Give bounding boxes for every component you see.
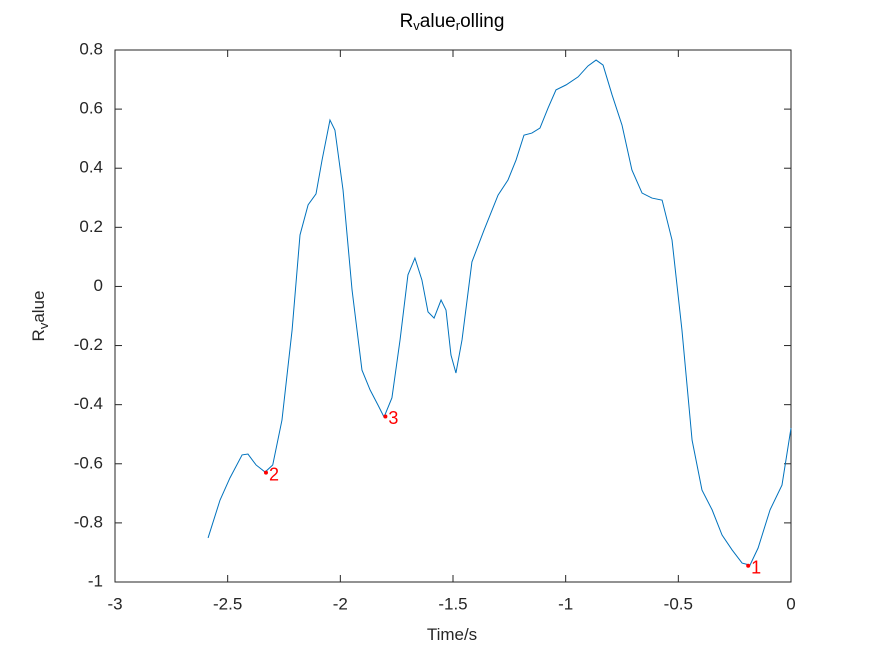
text-part: r: [456, 18, 461, 33]
y-tick-label: 0: [94, 276, 103, 295]
y-tick-label: -0.8: [74, 512, 103, 531]
annotation-label: 2: [269, 464, 279, 484]
x-tick-label: -3: [107, 594, 122, 613]
x-tick-label: -1.5: [438, 594, 467, 613]
annotation-point: [263, 470, 268, 475]
annotation-label: 1: [751, 557, 761, 577]
x-tick-label: -0.5: [664, 594, 693, 613]
data-line: [207, 59, 792, 566]
text-part: alue: [420, 11, 456, 32]
y-tick-label: 0.6: [79, 99, 103, 118]
text-part: v: [413, 18, 420, 33]
y-tick-label: -0.6: [74, 453, 103, 472]
annotation-point: [746, 563, 751, 568]
x-tick-label: -1: [558, 594, 573, 613]
text-part: R: [29, 329, 48, 341]
x-tick-label: 0: [786, 594, 795, 613]
text-part: v: [36, 322, 51, 329]
y-tick-label: 0.2: [79, 217, 103, 236]
x-tick-label: -2: [333, 594, 348, 613]
x-tick-label: -2.5: [213, 594, 242, 613]
x-axis-label: Time/s: [427, 625, 477, 644]
text-part: alue: [29, 291, 48, 323]
y-tick-label: 0.4: [79, 158, 103, 177]
y-tick-label: 0.8: [79, 39, 103, 58]
text-part: Time/s: [427, 625, 477, 644]
annotation-label: 3: [388, 408, 398, 428]
y-tick-label: -1: [88, 571, 103, 590]
y-tick-label: -0.4: [74, 394, 103, 413]
chart-title: Rvaluerolling: [400, 11, 505, 33]
text-part: olling: [460, 11, 504, 32]
text-part: R: [400, 11, 414, 32]
y-axis-label: Rvalue: [29, 291, 51, 342]
y-tick-label: -0.2: [74, 335, 103, 354]
annotation-point: [383, 414, 388, 419]
axes-box: [114, 49, 792, 583]
